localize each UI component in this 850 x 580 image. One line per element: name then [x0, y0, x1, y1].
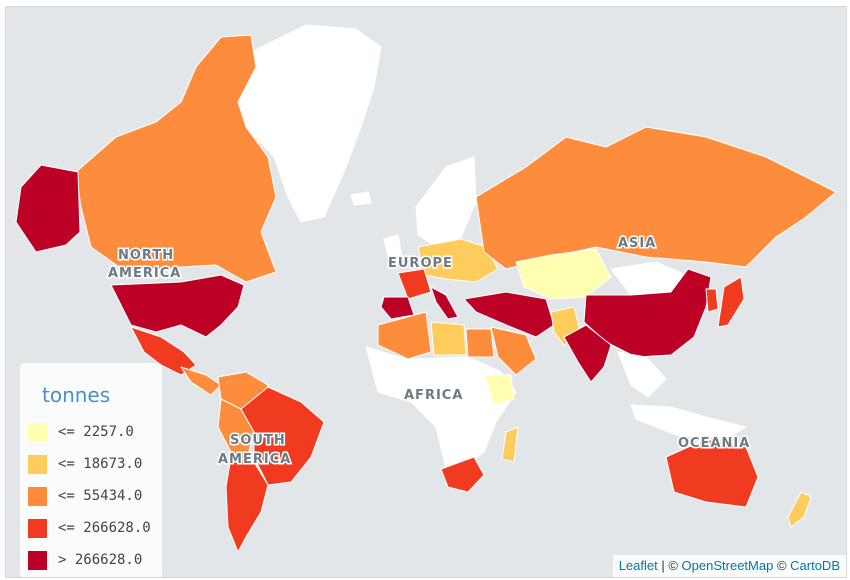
region-madagascar[interactable] [501, 426, 519, 463]
label-north-america-1: NORTH [118, 248, 174, 263]
region-india[interactable] [563, 324, 612, 383]
map-canvas[interactable]: NORTH AMERICA EUROPE ASIA AFRICA SOUTH A… [6, 7, 846, 577]
region-new-zealand[interactable] [787, 491, 812, 528]
legend-swatch [28, 455, 47, 474]
region-southeast-asia[interactable] [617, 351, 667, 398]
region-sub-saharan-africa[interactable] [365, 346, 517, 470]
legend: tonnes <= 2257.0 <= 18673.0 <= 55434.0 <… [20, 363, 162, 577]
legend-item: <= 2257.0 [28, 423, 162, 445]
legend-item: > 266628.0 [28, 551, 162, 573]
region-egypt[interactable] [465, 328, 495, 358]
region-libya[interactable] [430, 321, 467, 356]
region-australia[interactable] [665, 438, 759, 508]
legend-swatch [28, 423, 47, 442]
legend-swatch [28, 551, 47, 570]
label-south-america-1: SOUTH [230, 433, 286, 448]
label-asia: ASIA [618, 236, 656, 251]
region-south-africa[interactable] [440, 456, 485, 493]
region-france[interactable] [397, 268, 432, 300]
map-attribution: Leaflet | © OpenStreetMap © CartoDB [612, 555, 846, 577]
region-kazakhstan[interactable] [515, 248, 612, 300]
label-europe: EUROPE [388, 256, 453, 271]
region-uk-iceland[interactable] [350, 191, 403, 266]
cartodb-link[interactable]: CartoDB [790, 558, 840, 573]
region-arabia[interactable] [490, 326, 537, 376]
legend-label: <= 266628.0 [58, 520, 151, 536]
region-japan[interactable] [717, 276, 745, 328]
region-north-africa-west[interactable] [377, 311, 432, 360]
region-scandinavia[interactable] [415, 156, 477, 248]
label-south-america-2: AMERICA [218, 452, 291, 467]
legend-swatch [28, 487, 47, 506]
region-canada[interactable] [75, 34, 277, 283]
region-western-europe[interactable] [417, 238, 499, 283]
label-africa: AFRICA [404, 388, 463, 403]
openstreetmap-link[interactable]: OpenStreetMap [681, 558, 774, 573]
region-usa[interactable] [110, 274, 245, 338]
legend-label: > 266628.0 [58, 552, 143, 568]
continent-labels: NORTH AMERICA EUROPE ASIA AFRICA SOUTH A… [107, 235, 751, 469]
label-north-america-2: AMERICA [108, 266, 181, 281]
region-greenland[interactable] [237, 24, 382, 223]
region-central-america[interactable] [180, 366, 222, 396]
region-chile-argentina[interactable] [225, 456, 269, 553]
legend-swatch [28, 519, 47, 538]
legend-item: <= 18673.0 [28, 455, 162, 477]
region-turkey-iran[interactable] [463, 291, 555, 338]
legend-item: <= 266628.0 [28, 519, 162, 541]
region-ethiopia[interactable] [483, 374, 515, 406]
attribution-separator: | © [657, 558, 682, 573]
leaflet-link[interactable]: Leaflet [618, 558, 658, 573]
region-korea[interactable] [705, 288, 719, 313]
world-map[interactable]: NORTH AMERICA EUROPE ASIA AFRICA SOUTH A… [5, 6, 847, 578]
region-indonesia[interactable] [630, 404, 747, 440]
region-italy[interactable] [430, 286, 459, 320]
attribution-separator-2: © [773, 558, 791, 573]
region-brazil[interactable] [240, 386, 325, 486]
region-alaska[interactable] [15, 164, 81, 253]
legend-item: <= 55434.0 [28, 487, 162, 509]
legend-title: tonnes [42, 383, 111, 407]
legend-label: <= 55434.0 [58, 488, 143, 504]
label-oceania: OCEANIA [678, 436, 750, 451]
region-iberia[interactable] [380, 296, 415, 320]
legend-label: <= 18673.0 [58, 456, 143, 472]
legend-label: <= 2257.0 [58, 424, 134, 440]
